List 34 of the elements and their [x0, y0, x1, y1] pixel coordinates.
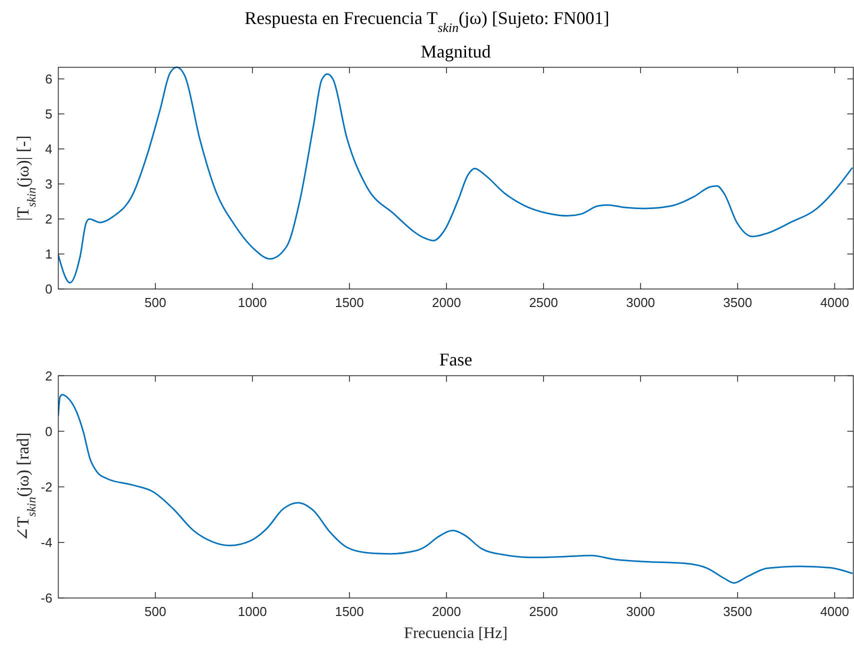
x-tick-label: 3000	[626, 295, 656, 310]
x-tick-label: 2500	[529, 604, 558, 619]
x-tick-label: 2000	[432, 604, 461, 619]
x-tick-label: 1000	[238, 295, 267, 310]
y-tick-label: -2	[40, 479, 52, 494]
y-tick-label: 3	[45, 176, 52, 192]
x-tick-label: 3500	[723, 295, 752, 310]
y-tick-label: 0	[45, 424, 52, 439]
x-tick-label: 2000	[432, 295, 461, 310]
x-tick-label: 500	[144, 295, 166, 310]
line-series	[58, 394, 853, 584]
x-tick-label: 3000	[626, 604, 656, 619]
x-tick-label: 2500	[529, 295, 558, 310]
x-tick-label: 1500	[334, 295, 364, 310]
chart-title: Fase	[439, 350, 472, 370]
y-tick-label: 2	[45, 212, 52, 227]
y-tick-label: 6	[45, 71, 52, 86]
x-tick-label: 4000	[820, 604, 850, 619]
chart-title: Respuesta en Frecuencia T$_{skin}$(jω) [Sujeto: FN001]	[244, 8, 610, 34]
x-tick-label: 1000	[238, 604, 267, 619]
y-tick-label: -4	[40, 534, 52, 550]
x-tick-label: 3500	[723, 604, 752, 619]
x-tick-label: 500	[144, 604, 166, 619]
x-tick-label: 1500	[334, 604, 364, 619]
x-axis-title: Frecuencia [Hz]	[404, 625, 508, 642]
y-tick-label: 2	[45, 368, 52, 384]
y-tick-label: 4	[45, 141, 52, 156]
y-tick-label: -6	[40, 590, 52, 606]
line-series	[58, 66, 853, 284]
chart-subtitle: Magnitud	[420, 41, 491, 62]
y-tick-label: 0	[45, 282, 52, 297]
x-tick-label: 4000	[820, 295, 850, 310]
y-tick-label: 1	[45, 246, 52, 262]
y-tick-label: 5	[45, 106, 52, 122]
